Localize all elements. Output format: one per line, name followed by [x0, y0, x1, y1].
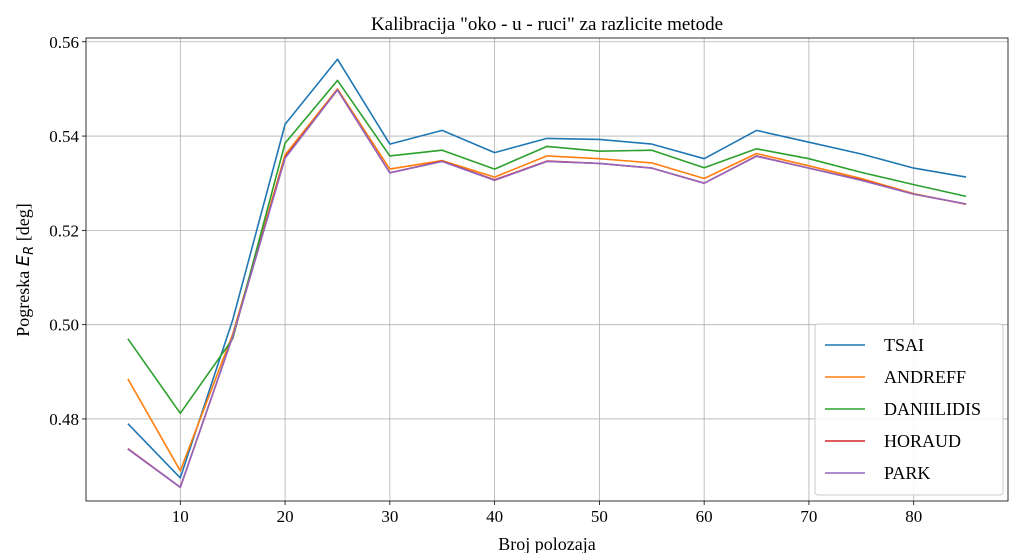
series-line-daniilidis	[127, 79, 967, 415]
y-tick-label: 0.50	[49, 316, 79, 335]
x-tick-label: 60	[696, 507, 713, 526]
series-lines	[127, 58, 967, 489]
x-tick-label: 10	[172, 507, 189, 526]
y-axis-label-variable: E	[13, 254, 34, 266]
legend: TSAI ANDREFF DANIILIDIS HORAUD PARK	[814, 323, 1004, 496]
y-axis-label-subscript: R	[22, 246, 37, 255]
legend-label-tsai: TSAI	[884, 335, 924, 355]
y-axis-label-prefix: Pogreska	[13, 266, 33, 337]
y-tick-label: 0.54	[49, 127, 79, 146]
y-axis-label: Pogreska ER [deg]	[13, 203, 37, 336]
plot-frame	[85, 37, 1009, 502]
x-tick-label: 70	[800, 507, 817, 526]
legend-label-andreff: ANDREFF	[884, 367, 966, 387]
axis-ticks: 10 20 30 40 50 60 70 80 0.48 0.50 0.52 0.54 0.56	[49, 33, 922, 526]
chart-title: Kalibracija "oko - u - ruci" za razlicit…	[371, 14, 723, 35]
legend-label-park: PARK	[884, 463, 930, 483]
x-tick-label: 40	[486, 507, 503, 526]
legend-label-daniilidis: DANIILIDIS	[884, 399, 981, 419]
y-axis-label-suffix: [deg]	[13, 203, 33, 245]
series-line-park	[127, 89, 967, 489]
x-axis-label: Broj polozaja	[498, 534, 595, 553]
series-line-tsai	[127, 58, 967, 479]
legend-label-horaud: HORAUD	[884, 431, 961, 451]
y-tick-label: 0.48	[49, 410, 79, 429]
legend-box	[814, 323, 1004, 496]
x-tick-label: 50	[591, 507, 608, 526]
x-tick-label: 80	[905, 507, 922, 526]
x-tick-label: 30	[381, 507, 398, 526]
y-tick-label: 0.52	[49, 221, 79, 240]
y-tick-label: 0.56	[49, 33, 79, 52]
x-tick-label: 20	[277, 507, 294, 526]
